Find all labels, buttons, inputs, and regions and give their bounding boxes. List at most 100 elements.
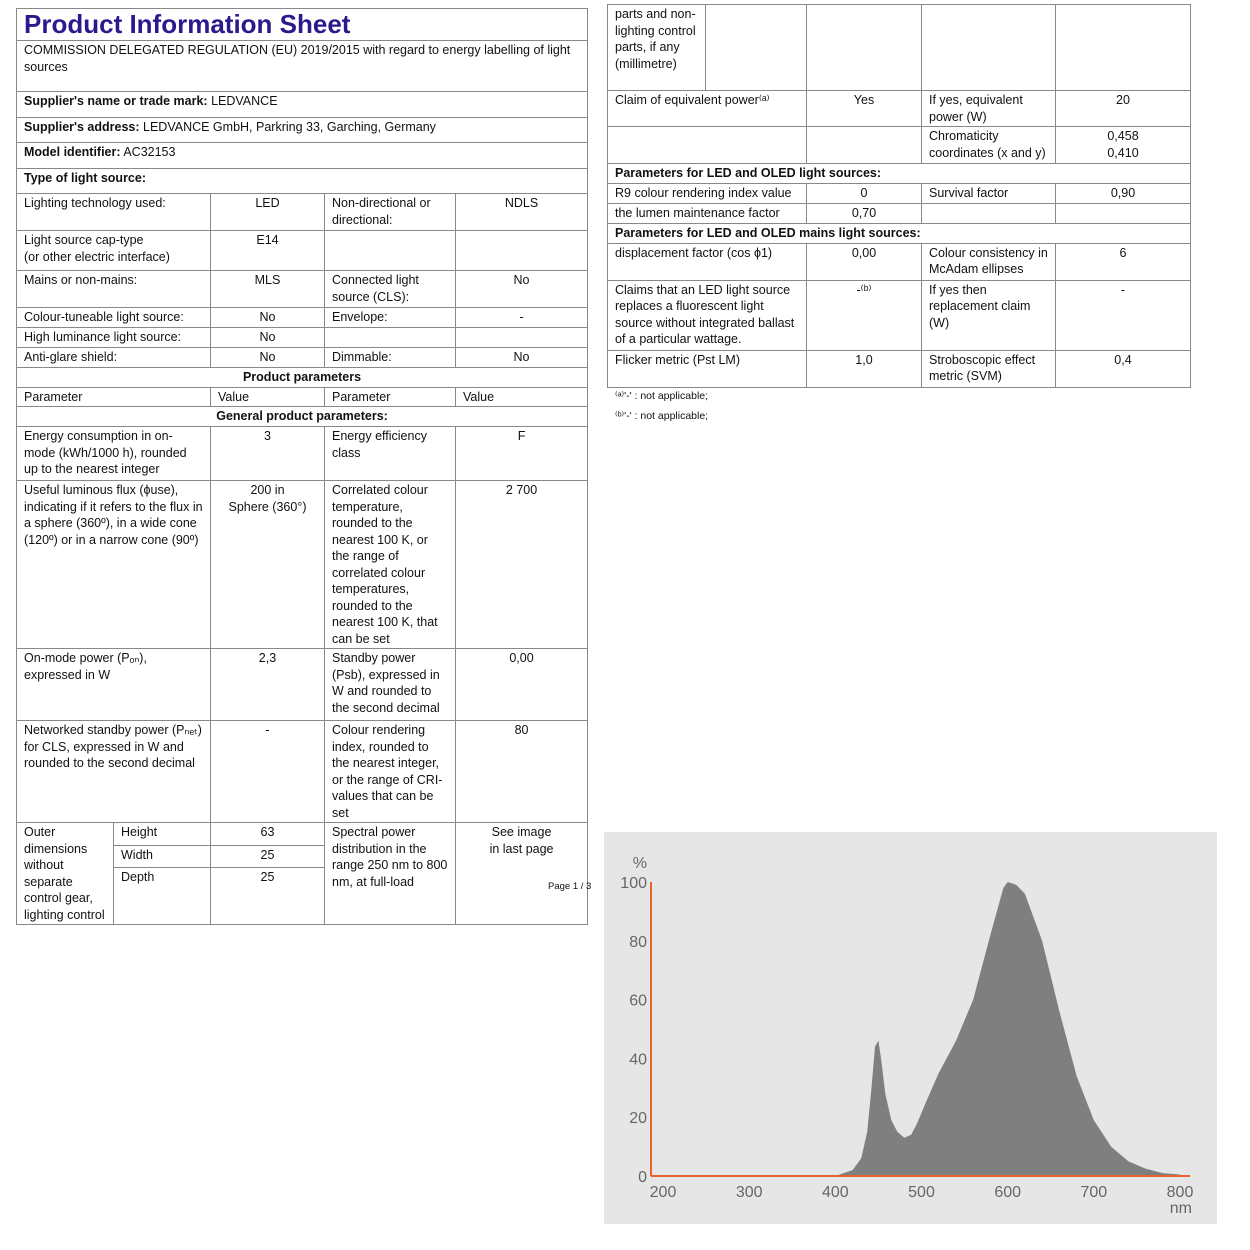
table-cell: F [454, 426, 589, 481]
table-row: Claim of equivalent power⁽ᵃ⁾ Yes If yes, e… [607, 90, 1191, 127]
table-cell: Connected light source (CLS): [324, 270, 456, 308]
table-cell: Parameter [16, 386, 211, 407]
table-cell: No [454, 270, 589, 308]
table-cell: Chromaticity coordinates (x and y) [921, 126, 1056, 164]
table-cell: Useful luminous flux (ϕuse), indicating … [16, 480, 211, 649]
table-cell [1055, 4, 1191, 91]
field-label: Supplier's address: [24, 120, 140, 134]
table-cell: 0,70 [806, 203, 922, 224]
table-cell: Networked standby power (Pₙₑₜ) for CLS, … [16, 720, 211, 823]
table-cell [705, 4, 807, 91]
table-row: Supplier's address: LEDVANCE GmbH, Parkr… [15, 117, 589, 143]
table-cell: 200 in Sphere (360°) [210, 480, 325, 649]
table-cell: Anti-glare shield: [16, 346, 211, 368]
table-row: Supplier's name or trade mark: LEDVANCE [15, 91, 589, 118]
table-cell: Energy consumption in on-mode (kWh/1000 … [16, 426, 211, 481]
x-tick-label: 200 [650, 1184, 677, 1201]
table-row: Parameters for LED and OLED mains light … [607, 222, 1191, 244]
table-cell: displacement factor (cos ϕ1) [607, 242, 807, 281]
table-cell: 63 [210, 822, 325, 846]
table-cell: Value [210, 386, 325, 407]
table-cell: Parameter [324, 386, 456, 407]
table-cell: Value [454, 386, 589, 407]
table-cell: Colour consistency in McAdam ellipses [921, 242, 1056, 281]
table-cell: Depth [113, 867, 211, 925]
table-cell: -⁽ᵇ⁾ [806, 279, 922, 351]
table-cell: Claim of equivalent power⁽ᵃ⁾ [607, 90, 807, 127]
table-row: the lumen maintenance factor 0,70 [607, 203, 1191, 224]
field-value: AC32153 [123, 145, 176, 159]
table-cell: E14 [210, 230, 325, 271]
table-cell: 0,00 [806, 242, 922, 281]
table-row: Model identifier: AC32153 [15, 142, 589, 169]
table-cell: - [210, 720, 325, 823]
table-row: On-mode power (Pₒₙ), expressed in W 2,3 St… [16, 648, 589, 721]
table-cell [921, 203, 1056, 224]
table-row: Energy consumption in on-mode (kWh/1000 … [16, 426, 589, 481]
x-axis-label: nm [1170, 1200, 1192, 1217]
table-cell: Dimmable: [324, 346, 456, 368]
table-cell: If yes then replacement claim (W) [921, 279, 1056, 351]
table-cell: Spectral power distribution in the range… [324, 822, 456, 925]
table-row: Claims that an LED light source replaces… [607, 279, 1191, 351]
table-cell: No [210, 346, 325, 368]
y-tick-label: 0 [638, 1169, 647, 1186]
table-cell: Model identifier: AC32153 [15, 142, 589, 169]
table-cell: the lumen maintenance factor [607, 203, 807, 224]
table-cell: Product parameters [15, 366, 589, 388]
table-cell: Stroboscopic effect metric (SVM) [921, 349, 1056, 388]
table-row: Networked standby power (Pₙₑₜ) for CLS, … [16, 720, 589, 823]
table-cell: Supplier's address: LEDVANCE GmbH, Parkr… [15, 117, 589, 143]
table-cell: 0,90 [1055, 183, 1191, 204]
table-cell: Correlated colour temperature, rounded t… [324, 480, 456, 649]
table-row: Flicker metric (Pst LM) 1,0 Stroboscopic e… [607, 349, 1191, 388]
table-cell: 25 [210, 844, 325, 869]
table-row: High luminance light source: No [16, 327, 589, 348]
table-cell: Lighting technology used: [16, 193, 211, 231]
table-cell: 25 [210, 867, 325, 925]
table-row: Lighting technology used: LED Non-directio… [16, 193, 589, 231]
table-cell: 2 700 [454, 480, 589, 649]
table-cell [454, 230, 589, 271]
table-cell: 0,458 0,410 [1055, 126, 1191, 164]
x-tick-label: 700 [1080, 1184, 1107, 1201]
spectral-power-distribution-chart: 200 300 400 500 600 700 800 0 20 40 60 80 100% nm [604, 832, 1217, 1224]
x-tick-label: 800 [1167, 1184, 1194, 1201]
spectrum-svg: 200 300 400 500 600 700 800 0 20 40 60 80 100% nm [620, 855, 1194, 1217]
table-cell: LED [210, 193, 325, 231]
table-row: parts and non-lighting control parts, if… [607, 4, 1191, 91]
table-row: Colour-tuneable light source: No Envelope:… [16, 307, 589, 328]
table-cell: Colour-tuneable light source: [16, 307, 211, 328]
table-cell: Envelope: [324, 307, 456, 328]
table-cell [324, 327, 456, 348]
table-row: Product Information Sheet [15, 8, 589, 41]
table-cell: 1,0 [806, 349, 922, 388]
product-parameters-continued-table: parts and non-lighting control parts, if… [607, 4, 1191, 388]
y-tick-label: 40 [629, 1051, 647, 1068]
table-cell: Flicker metric (Pst LM) [607, 349, 807, 388]
footnote-b: ⁽ᵇ⁾'-' : not applicable; [615, 410, 709, 422]
table-cell: MLS [210, 270, 325, 308]
y-tick-label: 80 [629, 934, 647, 951]
x-tick-label: 300 [736, 1184, 763, 1201]
footnote-a: ⁽ᵃ⁾'-' : not applicable; [615, 390, 709, 402]
table-cell: No [210, 327, 325, 348]
table-cell: parts and non-lighting control parts, if… [607, 4, 706, 91]
product-information-table: Product Information Sheet COMMISSION DELE… [15, 8, 589, 925]
y-tick-label: 60 [629, 993, 647, 1010]
table-cell: Parameters for LED and OLED mains light … [607, 222, 1191, 244]
field-value: LEDVANCE [211, 94, 278, 108]
table-cell: Supplier's name or trade mark: LEDVANCE [15, 91, 589, 118]
table-cell [1055, 203, 1191, 224]
table-cell: Yes [806, 90, 922, 127]
table-cell [324, 230, 456, 271]
y-tick-label: 100 [620, 875, 647, 892]
table-cell: High luminance light source: [16, 327, 211, 348]
table-cell: - [1055, 279, 1191, 351]
table-row: Light source cap-type (or other electric… [16, 230, 589, 271]
table-cell: Survival factor [921, 183, 1056, 204]
page-title: Product Information Sheet [15, 8, 589, 41]
table-cell: Parameters for LED and OLED light source… [607, 163, 1191, 184]
table-cell: Claims that an LED light source replaces… [607, 279, 807, 351]
table-cell: Standby power (Psb), expressed in W and … [324, 648, 456, 721]
